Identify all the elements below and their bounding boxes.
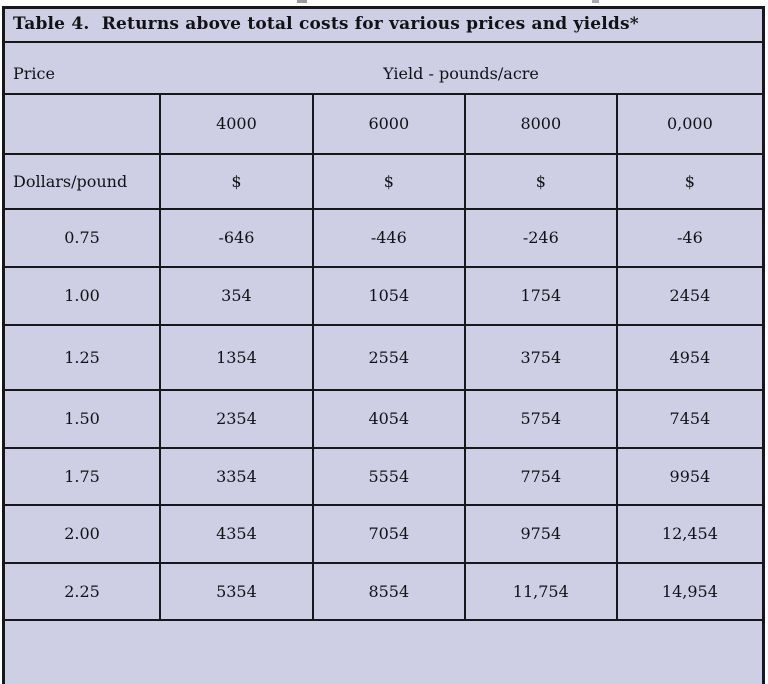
- table-row: 0.75 -646 -446 -246 -46: [2, 207, 765, 268]
- table-row: 1.50 2354 4054 5754 7454: [2, 388, 765, 449]
- value-cell: 7054: [311, 503, 466, 564]
- scan-artifact: [592, 0, 599, 3]
- value-cell: -46: [615, 207, 765, 268]
- footnote-line: *Demchak, K., J.K. Harper, and G.L. Grea…: [11, 680, 752, 684]
- yield-col-header: 6000: [311, 92, 466, 155]
- value-cell: 11,754: [463, 561, 618, 621]
- value-cell: 3754: [463, 323, 618, 391]
- yield-col-header: 8000: [463, 92, 618, 155]
- price-cell: 2.00: [2, 503, 162, 564]
- value-cell: 5354: [159, 561, 314, 621]
- value-cell: 1054: [311, 265, 466, 326]
- dollar-sign-cell: $: [311, 152, 466, 210]
- value-cell: 1754: [463, 265, 618, 326]
- value-cell: 4954: [615, 323, 765, 391]
- value-cell: 354: [159, 265, 314, 326]
- price-cell: 2.25: [2, 561, 162, 621]
- price-cell: 1.25: [2, 323, 162, 391]
- yield-header-row: 4000 6000 8000 0,000: [2, 92, 765, 155]
- footnote-row: *Demchak, K., J.K. Harper, and G.L. Grea…: [2, 618, 765, 684]
- value-cell: 14,954: [615, 561, 765, 621]
- price-cell: 1.75: [2, 446, 162, 506]
- value-cell: 3354: [159, 446, 314, 506]
- value-cell: -646: [159, 207, 314, 268]
- price-axis-label: Price: [2, 40, 161, 95]
- unit-label: Dollars/pound: [2, 152, 162, 210]
- value-cell: 4054: [311, 388, 466, 449]
- value-cell: 2554: [311, 323, 466, 391]
- value-cell: 7454: [615, 388, 765, 449]
- axis-label-row: Price Yield - pounds/acre: [2, 40, 765, 95]
- value-cell: 4354: [159, 503, 314, 564]
- dollar-sign-cell: $: [463, 152, 618, 210]
- footnote: *Demchak, K., J.K. Harper, and G.L. Grea…: [2, 618, 765, 684]
- value-cell: 2454: [615, 265, 765, 326]
- value-cell: 1354: [159, 323, 314, 391]
- value-cell: 9754: [463, 503, 618, 564]
- price-cell: 1.50: [2, 388, 162, 449]
- value-cell: 12,454: [615, 503, 765, 564]
- value-cell: 8554: [311, 561, 466, 621]
- blank-cell: [2, 92, 162, 155]
- table-row: 2.25 5354 8554 11,754 14,954: [2, 561, 765, 621]
- yield-axis-label: Yield - pounds/acre: [160, 40, 765, 95]
- price-cell: 0.75: [2, 207, 162, 268]
- table-title-row: Table 4. Returns above total costs for v…: [2, 6, 765, 43]
- dollar-sign-cell: $: [615, 152, 765, 210]
- returns-table: Table 4. Returns above total costs for v…: [2, 6, 765, 684]
- value-cell: 2354: [159, 388, 314, 449]
- yield-col-header: 4000: [159, 92, 314, 155]
- value-cell: 5554: [311, 446, 466, 506]
- units-row: Dollars/pound $ $ $ $: [2, 152, 765, 210]
- value-cell: -246: [463, 207, 618, 268]
- table-row: 1.75 3354 5554 7754 9954: [2, 446, 765, 506]
- value-cell: 7754: [463, 446, 618, 506]
- table-row: 1.25 1354 2554 3754 4954: [2, 323, 765, 391]
- yield-col-header: 0,000: [615, 92, 765, 155]
- scan-artifact: [297, 0, 307, 3]
- table-title: Table 4. Returns above total costs for v…: [2, 6, 765, 43]
- value-cell: 5754: [463, 388, 618, 449]
- table-row: 1.00 354 1054 1754 2454: [2, 265, 765, 326]
- value-cell: 9954: [615, 446, 765, 506]
- price-cell: 1.00: [2, 265, 162, 326]
- value-cell: -446: [311, 207, 466, 268]
- table-row: 2.00 4354 7054 9754 12,454: [2, 503, 765, 564]
- dollar-sign-cell: $: [159, 152, 314, 210]
